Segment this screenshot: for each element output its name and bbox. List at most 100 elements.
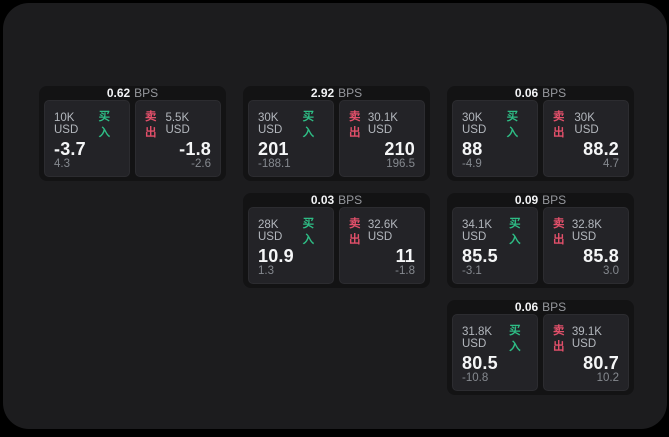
buy-delta: -10.8 xyxy=(462,372,489,384)
sell-tile-top: 卖出 39.1K USD xyxy=(553,322,619,354)
quote-card-1: 0.62 BPS 10K USD 买入 -3.7 4.3 卖出 xyxy=(39,86,226,181)
sell-quote-button[interactable]: 卖出 5.5K USD -1.8 -2.6 xyxy=(135,100,221,177)
sell-delta: -1.8 xyxy=(395,265,415,277)
buy-amount: 34.1K USD xyxy=(462,219,493,243)
sell-delta: 10.2 xyxy=(596,372,619,384)
sell-amount: 30.1K USD xyxy=(367,112,398,136)
buy-amount: 28K USD xyxy=(258,219,283,243)
buy-label: 买入 xyxy=(506,111,519,139)
buy-price: 85.5 xyxy=(462,246,498,266)
buy-amount: 30K USD xyxy=(462,112,487,136)
buy-price: 10.9 xyxy=(258,246,294,266)
buy-label: 买入 xyxy=(98,111,111,139)
quote-card-4: 0.03 BPS 28K USD 买入 10.9 1.3 卖出 xyxy=(243,193,430,288)
buy-amount: 31.8K USD xyxy=(462,326,493,350)
sell-price: 88.2 xyxy=(583,139,619,159)
buy-delta: -188.1 xyxy=(258,158,291,170)
buy-quote-button[interactable]: 31.8K USD 买入 80.5 -10.8 xyxy=(452,314,538,391)
bps-unit-label: BPS xyxy=(542,193,567,207)
sell-label: 卖出 xyxy=(553,325,565,353)
buy-quote-button[interactable]: 30K USD 买入 201 -188.1 xyxy=(248,100,334,177)
card-body: 10K USD 买入 -3.7 4.3 卖出 5.5K USD -1.8 -2.… xyxy=(44,100,221,177)
main-panel: 0.62 BPS 10K USD 买入 -3.7 4.3 卖出 xyxy=(3,3,667,429)
card-body: 34.1K USD 买入 85.5 -3.1 卖出 32.8K USD 85.8… xyxy=(452,207,629,284)
bps-unit-label: BPS xyxy=(542,86,567,100)
sell-tile-top: 卖出 32.8K USD xyxy=(553,215,619,247)
buy-quote-button[interactable]: 30K USD 买入 88 -4.9 xyxy=(452,100,538,177)
sell-price: 80.7 xyxy=(583,353,619,373)
bps-value: 2.92 xyxy=(310,86,335,100)
sell-amount: 32.6K USD xyxy=(367,219,398,243)
sell-label: 卖出 xyxy=(553,218,565,246)
bps-value: 0.03 xyxy=(310,193,335,207)
buy-quote-button[interactable]: 28K USD 买入 10.9 1.3 xyxy=(248,207,334,284)
buy-delta: -4.9 xyxy=(462,158,482,170)
bps-unit-label: BPS xyxy=(338,193,363,207)
sell-label: 卖出 xyxy=(349,218,361,246)
bps-unit-label: BPS xyxy=(338,86,363,100)
sell-amount: 32.8K USD xyxy=(571,219,602,243)
card-body: 30K USD 买入 88 -4.9 卖出 30K USD 88.2 4.7 xyxy=(452,100,629,177)
buy-quote-button[interactable]: 10K USD 买入 -3.7 4.3 xyxy=(44,100,130,177)
quote-grid: 0.62 BPS 10K USD 买入 -3.7 4.3 卖出 xyxy=(39,86,634,395)
sell-tile-top: 卖出 30K USD xyxy=(553,108,619,140)
quote-card-6: 0.06 BPS 31.8K USD 买入 80.5 -10.8 卖 xyxy=(447,300,634,395)
bps-unit-label: BPS xyxy=(542,300,567,314)
sell-label: 卖出 xyxy=(553,111,565,139)
sell-quote-button[interactable]: 卖出 32.6K USD 11 -1.8 xyxy=(339,207,425,284)
buy-amount: 30K USD xyxy=(258,112,283,136)
buy-amount: 10K USD xyxy=(54,112,79,136)
bps-unit-label: BPS xyxy=(134,86,159,100)
buy-price: 201 xyxy=(258,139,289,159)
card-header: 0.06 BPS xyxy=(452,300,629,314)
sell-delta: 3.0 xyxy=(603,265,619,277)
sell-label: 卖出 xyxy=(145,111,157,139)
bps-value: 0.06 xyxy=(514,300,539,314)
buy-tile-top: 31.8K USD 买入 xyxy=(462,322,528,354)
sell-price: -1.8 xyxy=(179,139,211,159)
sell-amount: 39.1K USD xyxy=(571,326,602,350)
sell-price: 85.8 xyxy=(583,246,619,266)
buy-tile-top: 30K USD 买入 xyxy=(462,108,528,140)
card-body: 31.8K USD 买入 80.5 -10.8 卖出 39.1K USD 80.… xyxy=(452,314,629,391)
buy-label: 买入 xyxy=(509,218,521,246)
card-header: 0.62 BPS xyxy=(44,86,221,100)
sell-tile-top: 卖出 5.5K USD xyxy=(145,108,211,140)
sell-quote-button[interactable]: 卖出 30K USD 88.2 4.7 xyxy=(543,100,629,177)
buy-label: 买入 xyxy=(509,325,521,353)
sell-tile-top: 卖出 30.1K USD xyxy=(349,108,415,140)
buy-delta: 1.3 xyxy=(258,265,274,277)
sell-delta: 4.7 xyxy=(603,158,619,170)
buy-tile-top: 30K USD 买入 xyxy=(258,108,324,140)
buy-label: 买入 xyxy=(302,218,315,246)
bps-value: 0.09 xyxy=(514,193,539,207)
buy-tile-top: 34.1K USD 买入 xyxy=(462,215,528,247)
buy-price: 88 xyxy=(462,139,483,159)
sell-delta: -2.6 xyxy=(191,158,211,170)
quote-card-5: 0.09 BPS 34.1K USD 买入 85.5 -3.1 卖出 xyxy=(447,193,634,288)
card-header: 0.09 BPS xyxy=(452,193,629,207)
sell-label: 卖出 xyxy=(349,111,361,139)
buy-label: 买入 xyxy=(302,111,315,139)
buy-delta: -3.1 xyxy=(462,265,482,277)
sell-quote-button[interactable]: 卖出 32.8K USD 85.8 3.0 xyxy=(543,207,629,284)
quote-card-2: 2.92 BPS 30K USD 买入 201 -188.1 卖出 xyxy=(243,86,430,181)
card-body: 28K USD 买入 10.9 1.3 卖出 32.6K USD 11 -1.8 xyxy=(248,207,425,284)
sell-price: 11 xyxy=(395,246,415,266)
card-header: 0.03 BPS xyxy=(248,193,425,207)
buy-price: -3.7 xyxy=(54,139,86,159)
buy-price: 80.5 xyxy=(462,353,498,373)
bps-value: 0.62 xyxy=(106,86,131,100)
quote-card-3: 0.06 BPS 30K USD 买入 88 -4.9 卖出 xyxy=(447,86,634,181)
sell-quote-button[interactable]: 卖出 39.1K USD 80.7 10.2 xyxy=(543,314,629,391)
sell-quote-button[interactable]: 卖出 30.1K USD 210 196.5 xyxy=(339,100,425,177)
buy-quote-button[interactable]: 34.1K USD 买入 85.5 -3.1 xyxy=(452,207,538,284)
sell-amount: 30K USD xyxy=(574,112,599,136)
card-body: 30K USD 买入 201 -188.1 卖出 30.1K USD 210 1… xyxy=(248,100,425,177)
sell-delta: 196.5 xyxy=(386,158,415,170)
sell-amount: 5.5K USD xyxy=(165,112,190,136)
buy-delta: 4.3 xyxy=(54,158,70,170)
buy-tile-top: 10K USD 买入 xyxy=(54,108,120,140)
sell-price: 210 xyxy=(384,139,415,159)
